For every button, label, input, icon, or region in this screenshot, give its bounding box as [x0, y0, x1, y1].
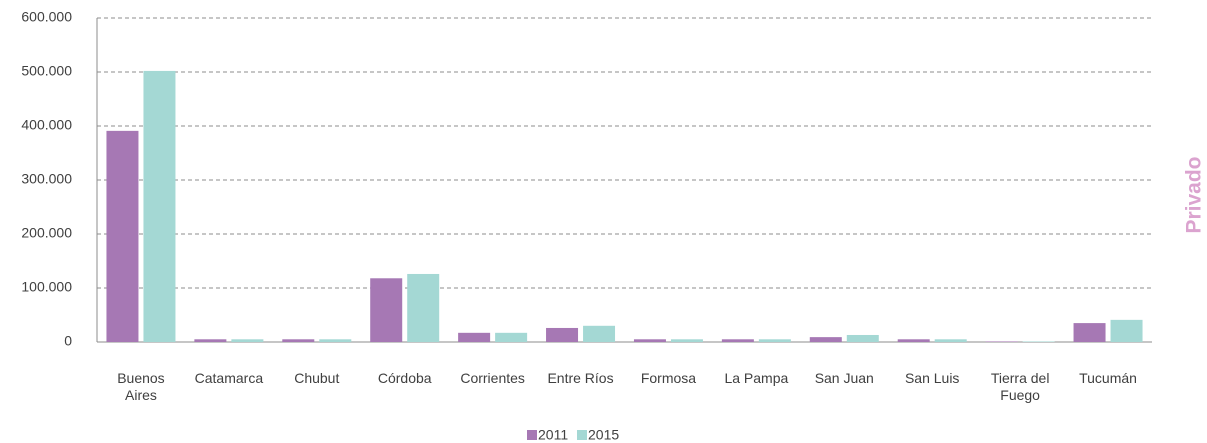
bar — [583, 325, 616, 342]
x-tick-label: Tucumán — [1079, 370, 1137, 386]
bar — [194, 339, 227, 342]
bar — [143, 70, 176, 343]
x-tick-label: Formosa — [640, 370, 697, 386]
x-tick-label: Buenos Aires — [117, 370, 165, 403]
x-tick-label: San Luis — [904, 370, 960, 386]
bar — [670, 339, 703, 342]
bar — [458, 332, 491, 342]
bar — [897, 339, 930, 342]
y-tick-label: 0 — [64, 333, 72, 349]
y-tick-label: 100.000 — [21, 279, 72, 295]
bar — [758, 339, 791, 342]
bar — [846, 334, 879, 342]
bar — [985, 341, 1018, 342]
x-tick-label: San Juan — [814, 370, 874, 386]
x-tick-label: Catamarca — [194, 370, 264, 386]
bar — [721, 339, 754, 342]
bar — [809, 337, 842, 342]
bar — [546, 327, 579, 342]
bar — [231, 339, 264, 342]
y-tick-label: 300.000 — [21, 171, 72, 187]
bar — [1110, 319, 1143, 342]
bar — [282, 339, 315, 342]
bar — [370, 278, 403, 342]
legend-label: 2015 — [588, 427, 619, 443]
bar — [407, 273, 440, 342]
x-tick-label: Tierra del Fuego — [990, 370, 1050, 403]
y-tick-label: 400.000 — [21, 117, 72, 133]
bar — [633, 339, 666, 342]
y-tick-label: 500.000 — [21, 63, 72, 79]
bar — [319, 339, 352, 342]
bar — [1022, 341, 1055, 342]
x-tick-label: La Pampa — [724, 370, 789, 386]
bar — [934, 339, 967, 342]
bar — [1073, 323, 1106, 342]
side-label: Privado — [1183, 156, 1206, 233]
legend-swatch — [577, 430, 587, 440]
legend-swatch — [527, 430, 537, 440]
x-tick-label: Chubut — [294, 370, 340, 386]
bar — [106, 130, 139, 342]
y-tick-label: 600.000 — [21, 9, 72, 25]
bar — [495, 332, 528, 342]
legend-label: 2011 — [538, 427, 568, 443]
y-tick-label: 200.000 — [21, 225, 72, 241]
x-tick-label: Córdoba — [377, 370, 432, 386]
x-tick-label: Entre Ríos — [547, 370, 614, 386]
x-tick-label: Corrientes — [460, 370, 525, 386]
